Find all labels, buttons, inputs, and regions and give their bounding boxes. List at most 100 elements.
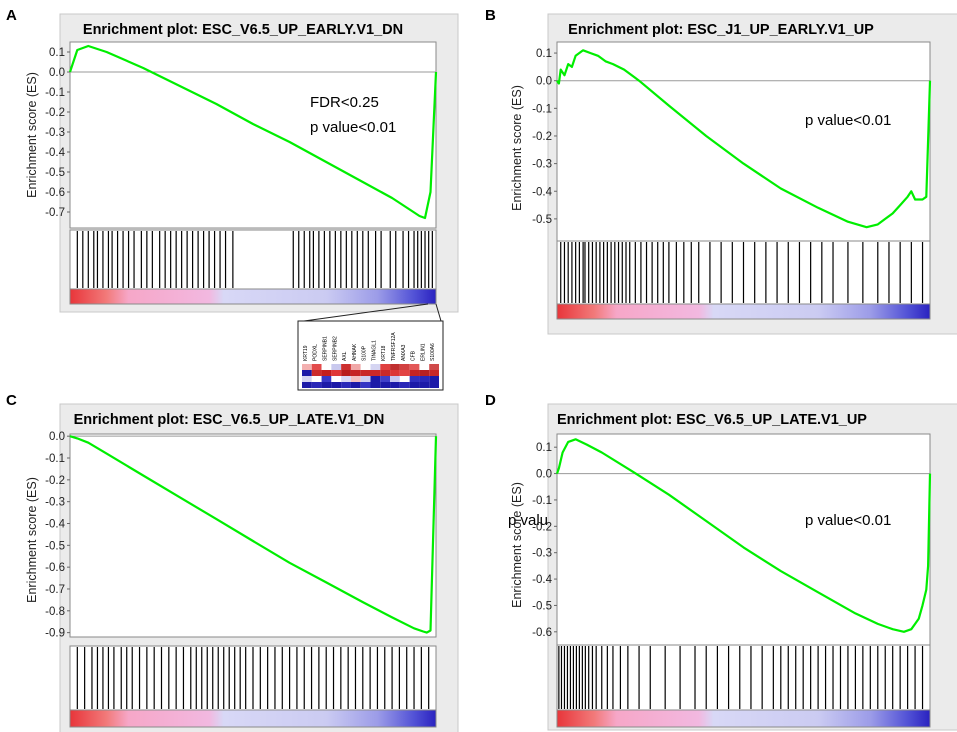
- heatmap-gene-label: CFB: [411, 350, 417, 361]
- heatmap-cell: [302, 370, 312, 376]
- panel-title: Enrichment plot: ESC_V6.5_UP_LATE.V1_UP: [557, 412, 867, 428]
- es-curve: [68, 44, 438, 220]
- heatmap-cell: [409, 382, 420, 388]
- heatmap-cell: [390, 382, 400, 388]
- heatmap-cell: [429, 376, 439, 382]
- heatmap-cell: [341, 376, 351, 382]
- y-tick-label: -0.5: [532, 214, 552, 226]
- y-tick-label: -0.4: [532, 574, 552, 586]
- y-tick-label: -0.3: [45, 497, 65, 509]
- y-axis-label: Enrichment score (ES): [25, 72, 39, 198]
- heatmap-cell: [370, 382, 381, 388]
- y-tick-label: -0.1: [45, 87, 65, 99]
- y-tick-label: -0.7: [45, 207, 65, 219]
- heatmap-cell: [360, 376, 371, 382]
- y-tick-label: 0.1: [536, 48, 552, 60]
- y-tick-label: -0.7: [45, 584, 65, 596]
- y-tick-label: -0.1: [532, 495, 552, 507]
- heatmap-gene-label: AHNAK: [352, 343, 358, 361]
- heatmap-cell: [350, 370, 361, 376]
- es-curve: [556, 49, 932, 229]
- heatmap-cell: [399, 376, 410, 382]
- heatmap-cell: [380, 370, 391, 376]
- rank-gradient-bar: [556, 303, 931, 320]
- heatmap-cell: [419, 364, 430, 370]
- panel-title: Enrichment plot: ESC_V6.5_UP_LATE.V1_DN: [74, 412, 385, 428]
- panel-title: Enrichment plot: ESC_V6.5_UP_EARLY.V1_DN: [83, 22, 403, 38]
- y-tick-label: 0.0: [536, 469, 552, 481]
- stat-annotation: p value<0.01: [805, 512, 891, 529]
- y-tick-label: 0.0: [49, 431, 65, 443]
- heatmap-cell: [302, 376, 312, 382]
- y-axis-label: Enrichment score (ES): [25, 477, 39, 603]
- heatmap-cell: [419, 376, 430, 382]
- heatmap-cell: [311, 376, 322, 382]
- heatmap-cell: [409, 376, 420, 382]
- y-tick-label: -0.3: [532, 548, 552, 560]
- stat-annotation: p value<0.01: [805, 112, 891, 129]
- heatmap-cell: [302, 382, 312, 388]
- heatmap-cell: [331, 364, 342, 370]
- heatmap-gene-label: SERPINB1: [322, 336, 328, 361]
- panel-label: C: [6, 392, 17, 409]
- y-tick-label: 0.1: [536, 442, 552, 454]
- heatmap-cell: [419, 370, 430, 376]
- heatmap-gene-label: SERPINB2: [332, 336, 338, 361]
- panel-title: Enrichment plot: ESC_J1_UP_EARLY.V1_UP: [568, 22, 874, 38]
- y-tick-label: -0.2: [532, 131, 552, 143]
- heatmap-cell: [370, 370, 381, 376]
- panel-label: D: [485, 392, 496, 409]
- heatmap-gene-label: TINAGL1: [371, 340, 377, 361]
- y-tick-label: -0.5: [45, 540, 65, 552]
- heatmap-cell: [429, 364, 439, 370]
- heatmap-cell: [302, 364, 312, 370]
- y-tick-label: -0.5: [532, 600, 552, 612]
- heatmap-cell: [390, 364, 400, 370]
- stat-annotation: FDR<0.25: [310, 94, 379, 111]
- heatmap-cell: [399, 364, 410, 370]
- heatmap-gene-label: S100A6: [430, 343, 436, 361]
- panel-d: D Enrichment plot: ESC_V6.5_UP_LATE.V1_UP…: [485, 392, 957, 731]
- rank-gradient-bar: [556, 709, 931, 728]
- heatmap-cell: [360, 370, 371, 376]
- y-tick-label: -0.4: [45, 518, 65, 530]
- y-tick-label: -0.2: [45, 475, 65, 487]
- heatmap-cell: [331, 382, 342, 388]
- heatmap-gene-label: PODXL: [313, 344, 319, 361]
- plot-area: [556, 41, 931, 242]
- y-tick-label: -0.1: [532, 103, 552, 115]
- heatmap-cell: [331, 376, 342, 382]
- heatmap-cell: [390, 376, 400, 382]
- heatmap-cell: [341, 370, 351, 376]
- callout-line: [303, 303, 429, 322]
- heatmap-gene-label: ERLIN1: [420, 343, 426, 361]
- heatmap-gene-label: KRT18: [381, 345, 387, 361]
- y-tick-label: 0.1: [49, 47, 65, 59]
- panel-label: B: [485, 7, 496, 24]
- heatmap-gene-label: TNFRSF12A: [391, 332, 397, 361]
- heatmap-cell: [370, 364, 381, 370]
- heatmap-gene-label: S100P: [362, 345, 368, 361]
- heatmap-gene-label: ANXA3: [401, 344, 407, 361]
- y-tick-label: -0.8: [45, 606, 65, 618]
- heatmap-gene-label: AXL: [342, 351, 348, 361]
- heatmap-cell: [311, 382, 322, 388]
- heatmap-cell: [380, 382, 391, 388]
- y-tick-label: -0.4: [532, 186, 552, 198]
- y-tick-label: 0.0: [536, 76, 552, 88]
- y-tick-label: -0.3: [532, 159, 552, 171]
- panel-a: A Enrichment plot: ESC_V6.5_UP_EARLY.V1_D…: [6, 7, 459, 391]
- heatmap-cell: [341, 364, 351, 370]
- rank-gradient-bar: [69, 709, 437, 728]
- heatmap-cell: [360, 364, 371, 370]
- y-tick-label: 0.0: [49, 67, 65, 79]
- heatmap-cell: [409, 370, 420, 376]
- heatmap-cell: [409, 364, 420, 370]
- y-tick-label: -0.2: [532, 521, 552, 533]
- heatmap-cell: [331, 370, 342, 376]
- y-tick-label: -0.5: [45, 167, 65, 179]
- y-tick-label: -0.4: [45, 147, 65, 159]
- heatmap-cell: [399, 382, 410, 388]
- callout-line: [435, 303, 442, 322]
